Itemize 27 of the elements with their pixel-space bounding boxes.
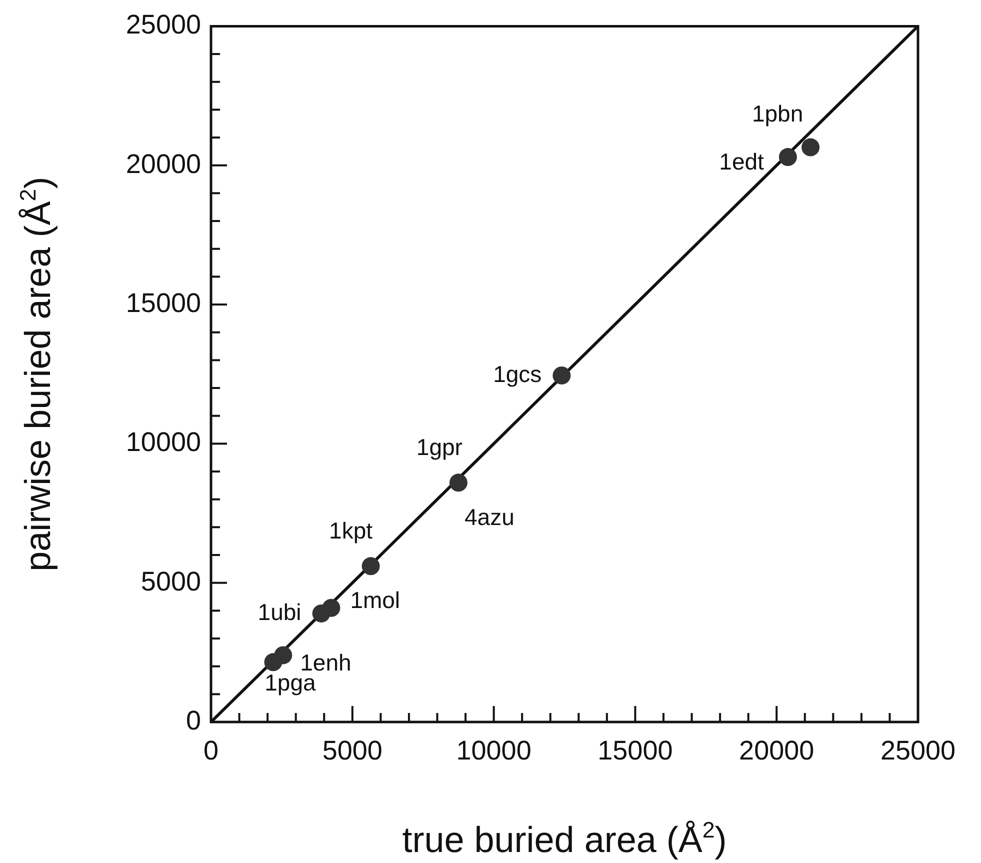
y-tick-label: 20000 <box>126 148 201 179</box>
y-axis-title: pairwise buried area (Å2) <box>16 176 58 572</box>
y-tick-label: 25000 <box>126 10 201 40</box>
point <box>778 148 797 166</box>
annotation: 1mol <box>350 587 400 614</box>
annotation: 1edt <box>719 148 765 174</box>
annotation: 1kpt <box>329 517 374 544</box>
x-tick-label: 5000 <box>322 736 382 766</box>
annotation: 4azu <box>464 504 514 530</box>
point <box>274 646 292 664</box>
point <box>322 598 340 617</box>
annotation: 1pbn <box>752 100 804 127</box>
annotation: 1gpr <box>416 434 463 460</box>
y-tick-label: 5000 <box>140 566 201 596</box>
y-tick-label: 0 <box>186 705 201 736</box>
annotation: 1gcs <box>493 360 542 387</box>
annotation: 1ubi <box>258 598 302 625</box>
x-tick-label: 20000 <box>739 736 814 766</box>
x-tick-label: 15000 <box>598 736 673 766</box>
x-tick-label: 10000 <box>456 736 532 766</box>
y-tick-label: 15000 <box>126 288 201 318</box>
point <box>552 366 571 384</box>
point <box>802 138 820 156</box>
x-tick-label: 25000 <box>880 736 956 766</box>
point <box>449 474 468 492</box>
y-tick-label: 10000 <box>126 427 201 458</box>
point <box>362 557 380 576</box>
